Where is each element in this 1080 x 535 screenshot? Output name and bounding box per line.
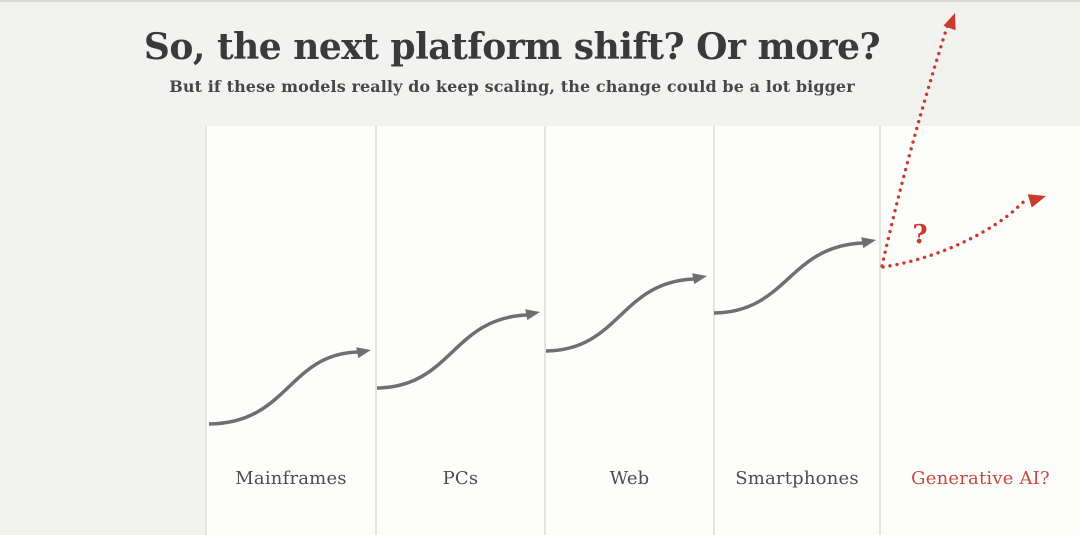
era-panel-mainframes: Mainframes [205,126,375,535]
era-label-generative-ai: Generative AI? [911,468,1050,489]
s-curve-web [545,277,695,353]
arrow-head-pcs-icon [525,309,540,321]
genai-arrow-head-gradual-icon [1027,194,1046,208]
era-panel-generative-ai: Generative AI? [879,126,1080,535]
s-curve-pcs [376,313,528,390]
slide-title: So, the next platform shift? Or more? [143,26,881,68]
genai-arrow-head-steep-icon [943,13,956,31]
question-mark: ? [912,220,927,250]
era-panel-web: Web [544,126,713,535]
era-label-web: Web [609,468,650,489]
slide-subtitle: But if these models really do keep scali… [169,77,855,96]
s-curve-mainframes [208,350,359,426]
era-label-mainframes: Mainframes [235,468,347,489]
era-panel-pcs: PCs [375,126,544,535]
genai-dotted-arrow-steep [880,22,950,268]
era-label-pcs: PCs [442,468,479,489]
genai-dotted-arrow-gradual [881,197,1029,269]
era-panel-smartphones: Smartphones [713,126,879,535]
era-label-smartphones: Smartphones [735,468,859,489]
slide-header: So, the next platform shift? Or more? Bu… [0,0,1080,126]
arrow-head-mainframes-icon [356,347,371,359]
s-curve-smartphones [713,241,864,315]
arrow-head-smartphones-icon [861,237,876,249]
arrow-head-web-icon [692,273,707,285]
slide-header-text-block: So, the next platform shift? Or more? Bu… [0,26,1052,96]
